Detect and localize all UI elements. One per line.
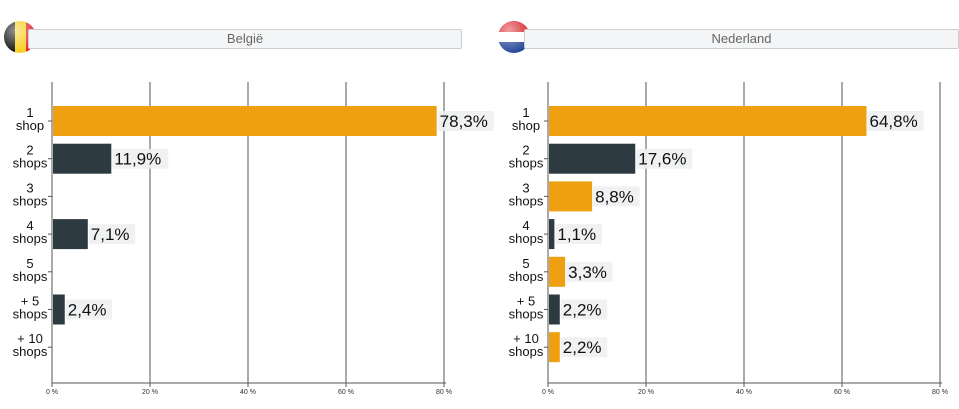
category-label: + 5 shops [13, 294, 48, 322]
value-label: 1,1% [557, 225, 596, 244]
x-tick-label: 40 % [736, 389, 752, 396]
value-label-bg [636, 148, 693, 169]
category-label: 1 shop [16, 105, 44, 133]
category-label: + 5 shops [509, 294, 544, 322]
x-tick-label: 20 % [142, 389, 158, 396]
belgium-bar-chart: 0 % 20 % 40 % 60 % 80 % 1 shop 78,3% 2 shops 11,9%… [13, 82, 494, 396]
chart-title: Nederland [524, 29, 959, 49]
belgium-chart-panel: België 0 % 20 % 40 % 60 % 80 % 1 shop 78,3% 2 sho… [0, 0, 494, 409]
bar [549, 294, 560, 325]
value-label: 2,2% [563, 338, 602, 357]
x-tick-label: 80 % [932, 389, 948, 396]
value-label: 11,9% [114, 150, 161, 169]
netherlands-bar-chart: 0 % 20 % 40 % 60 % 80 % 1 shop 64,8% 2 shops 17,6%… [509, 82, 948, 396]
bar [549, 106, 867, 136]
category-label: 2 shops [13, 143, 48, 171]
value-label-bg [593, 186, 640, 207]
value-label: 2,2% [563, 301, 602, 320]
category-label: + 10 shops [13, 331, 48, 359]
bar [53, 143, 112, 174]
category-label: 5 shops [13, 256, 48, 284]
value-label-bg [88, 224, 136, 245]
value-label: 64,8% [870, 112, 918, 131]
category-label: 3 shops [13, 180, 48, 208]
value-label: 3,3% [568, 263, 607, 282]
value-label-bg [65, 299, 113, 320]
value-label: 17,6% [638, 150, 686, 169]
category-label: 4 shops [509, 218, 544, 246]
value-label-bg [112, 148, 169, 169]
category-label: 1 shop [512, 105, 540, 133]
bar [53, 106, 437, 136]
x-tick-label: 40 % [240, 389, 256, 396]
category-label: 3 shops [509, 180, 544, 208]
category-label: 4 shops [13, 218, 48, 246]
x-tick-label: 60 % [338, 389, 354, 396]
x-tick-label: 60 % [834, 389, 850, 396]
x-tick-label: 0 % [542, 389, 554, 396]
bar [53, 294, 65, 325]
value-label: 8,8% [595, 187, 634, 206]
bar [549, 143, 636, 174]
category-label: 5 shops [509, 256, 544, 284]
bar [549, 332, 560, 363]
bar [549, 219, 555, 250]
netherlands-flag-icon [498, 21, 530, 53]
value-label: 2,4% [68, 301, 107, 320]
x-tick-label: 80 % [436, 389, 452, 396]
x-tick-label: 20 % [638, 389, 654, 396]
value-label-bg [437, 111, 494, 131]
chart-title: België [28, 29, 462, 49]
category-label: 2 shops [509, 143, 544, 171]
bar [53, 219, 88, 250]
bar [549, 181, 593, 212]
value-label: 78,3% [440, 112, 488, 131]
value-label-bg [867, 111, 924, 131]
value-label-bg [555, 224, 602, 245]
bar [549, 256, 566, 287]
value-label: 7,1% [91, 225, 130, 244]
x-tick-label: 0 % [46, 389, 58, 396]
netherlands-chart-panel: Nederland 0 % 20 % 40 % 60 % 80 % 1 shop 64,8% 2… [496, 0, 959, 409]
value-label-bg [560, 337, 608, 358]
category-label: + 10 shops [509, 331, 544, 359]
value-label-bg [566, 261, 613, 282]
value-label-bg [560, 299, 608, 320]
